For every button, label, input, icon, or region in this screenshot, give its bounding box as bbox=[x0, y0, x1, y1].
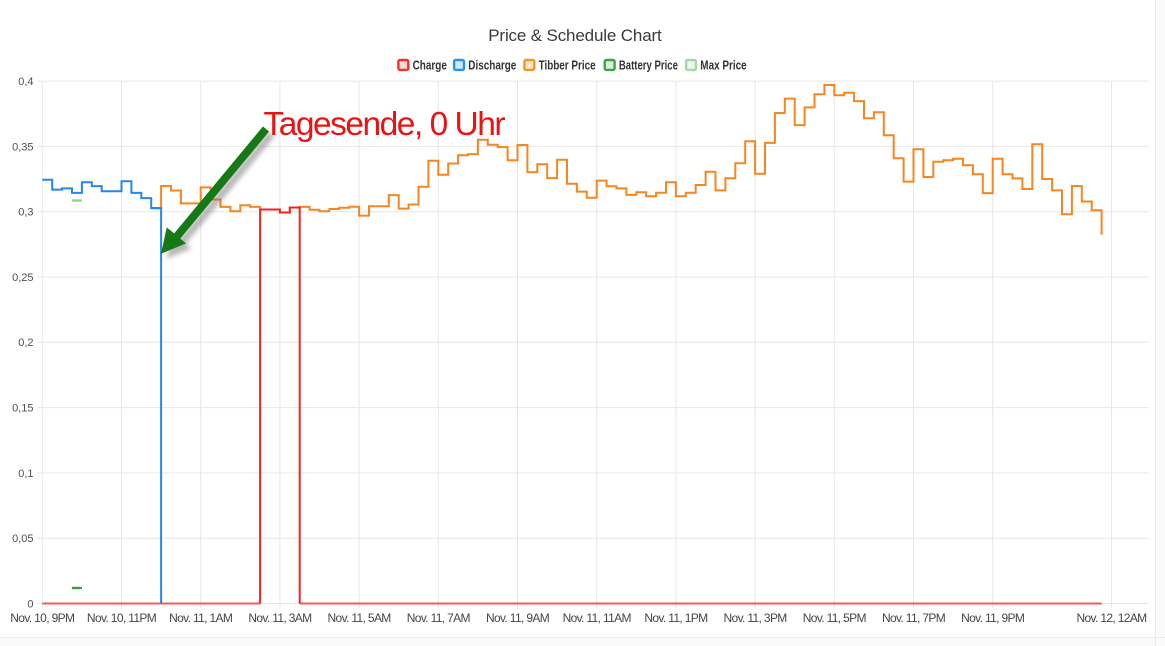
svg-text:0,2: 0,2 bbox=[18, 337, 33, 349]
svg-text:Nov. 11, 1PM: Nov. 11, 1PM bbox=[644, 611, 708, 625]
svg-text:0,1: 0,1 bbox=[18, 468, 33, 480]
svg-text:Nov. 11, 5PM: Nov. 11, 5PM bbox=[803, 611, 867, 625]
svg-text:Tagesende, 0 Uhr: Tagesende, 0 Uhr bbox=[264, 106, 506, 143]
svg-text:Nov. 12, 12AM: Nov. 12, 12AM bbox=[1076, 611, 1147, 625]
svg-text:Discharge: Discharge bbox=[468, 59, 516, 73]
svg-text:0,05: 0,05 bbox=[12, 533, 33, 545]
svg-text:Nov. 11, 3AM: Nov. 11, 3AM bbox=[248, 611, 312, 625]
svg-text:Nov. 11, 7PM: Nov. 11, 7PM bbox=[882, 611, 946, 625]
svg-text:0,25: 0,25 bbox=[12, 272, 33, 284]
svg-text:Price & Schedule Chart: Price & Schedule Chart bbox=[488, 26, 662, 45]
svg-text:Nov. 10, 11PM: Nov. 10, 11PM bbox=[87, 611, 157, 625]
svg-text:Nov. 11, 11AM: Nov. 11, 11AM bbox=[563, 611, 632, 625]
svg-text:Nov. 11, 9AM: Nov. 11, 9AM bbox=[486, 611, 550, 625]
svg-text:Battery Price: Battery Price bbox=[619, 59, 678, 73]
svg-text:Nov. 10, 9PM: Nov. 10, 9PM bbox=[10, 611, 75, 625]
svg-text:Nov. 11, 1AM: Nov. 11, 1AM bbox=[169, 611, 233, 625]
svg-text:Tibber Price: Tibber Price bbox=[539, 59, 596, 73]
svg-text:Nov. 11, 3PM: Nov. 11, 3PM bbox=[724, 611, 788, 625]
svg-text:Nov. 11, 5AM: Nov. 11, 5AM bbox=[328, 611, 392, 625]
svg-text:Charge: Charge bbox=[413, 59, 447, 73]
svg-text:0,35: 0,35 bbox=[12, 141, 33, 153]
svg-text:0: 0 bbox=[27, 598, 33, 610]
svg-text:0,4: 0,4 bbox=[18, 76, 33, 88]
svg-text:0,15: 0,15 bbox=[12, 403, 33, 415]
svg-text:Nov. 11, 7AM: Nov. 11, 7AM bbox=[407, 611, 471, 625]
svg-text:0,3: 0,3 bbox=[18, 207, 33, 219]
svg-text:Nov. 11, 9PM: Nov. 11, 9PM bbox=[961, 611, 1025, 625]
svg-text:Max Price: Max Price bbox=[700, 59, 746, 73]
